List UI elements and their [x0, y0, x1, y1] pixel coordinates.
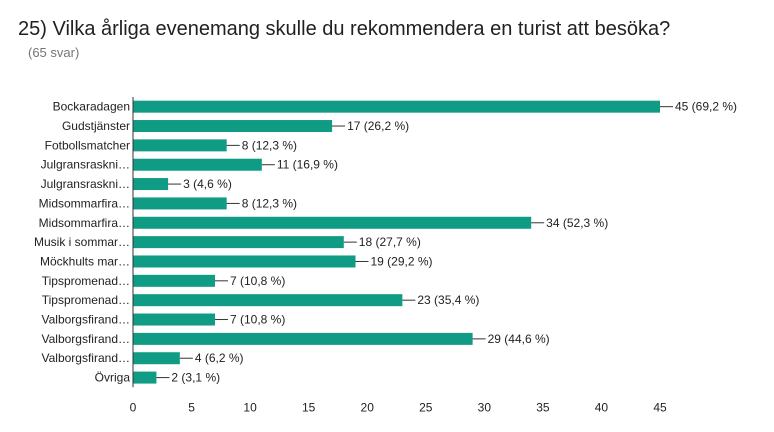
x-tick-label: 40: [595, 400, 609, 414]
category-label: Musik i sommar…: [34, 235, 130, 249]
value-label: 18 (27,7 %): [359, 235, 421, 249]
category-label: Gudstjänster: [62, 119, 130, 133]
value-label: 29 (44,6 %): [488, 332, 550, 346]
bars-group: [133, 100, 660, 384]
value-label: 11 (16,9 %): [277, 158, 338, 172]
value-labels: 45 (69,2 %) 17 (26,2 %) 8 (12,3 %) 11 (16,9…: [156, 100, 737, 385]
bar: [133, 139, 227, 152]
category-label: Möckhults mar…: [40, 254, 130, 268]
value-label: 34 (52,3 %): [546, 216, 608, 230]
bar: [133, 197, 227, 210]
x-tick-label: 5: [188, 400, 195, 414]
bar: [133, 236, 344, 249]
value-label: 23 (35,4 %): [417, 293, 479, 307]
category-label: Valborgsfirand…: [42, 332, 131, 346]
x-tick-label: 30: [478, 400, 492, 414]
category-label: Midsommarfira…: [39, 216, 130, 230]
bar: [133, 332, 473, 345]
category-label: Julgransraskni…: [41, 177, 130, 191]
value-label: 19 (29,2 %): [371, 254, 433, 268]
category-label: Fotbollsmatcher: [45, 138, 130, 152]
bar: [133, 274, 215, 287]
value-label: 7 (10,8 %): [230, 313, 285, 327]
bar: [133, 158, 262, 171]
category-label: Valborgsfirand…: [42, 351, 131, 365]
category-label: Tipspromenad…: [42, 274, 130, 288]
value-label: 8 (12,3 %): [242, 196, 297, 210]
bar: [133, 371, 157, 384]
x-tick-label: 15: [302, 400, 316, 414]
bar: [133, 100, 660, 113]
bar: [133, 313, 215, 326]
chart-title: 25) Vilka årliga evenemang skulle du rek…: [18, 18, 671, 40]
value-label: 45 (69,2 %): [675, 100, 737, 114]
category-label: Valborgsfirand…: [42, 313, 131, 327]
value-label: 17 (26,2 %): [347, 119, 409, 133]
value-label: 4 (6,2 %): [195, 351, 244, 365]
category-label: Julgransraskni…: [41, 158, 130, 172]
bar: [133, 352, 180, 365]
bar: [133, 255, 356, 268]
x-tick-label: 20: [361, 400, 375, 414]
x-tick-label: 10: [243, 400, 257, 414]
category-label: Övriga: [95, 371, 131, 385]
category-label: Midsommarfira…: [39, 196, 130, 210]
x-tick-label: 0: [130, 400, 137, 414]
x-tick-labels: 0 5 10 15 20 25 30 35 40 45: [130, 400, 667, 414]
value-label: 3 (4,6 %): [183, 177, 232, 191]
category-labels: Bockaradagen Gudstjänster Fotbollsmatcher J…: [34, 100, 130, 385]
category-label: Bockaradagen: [53, 100, 130, 114]
value-label: 7 (10,8 %): [230, 274, 285, 288]
x-tick-label: 25: [419, 400, 433, 414]
x-tick-label: 35: [536, 400, 550, 414]
x-tick-label: 45: [653, 400, 667, 414]
bar: [133, 216, 532, 229]
value-label: 2 (3,1 %): [171, 371, 220, 385]
bar: [133, 120, 333, 133]
bar: [133, 178, 169, 191]
bar: [133, 294, 403, 307]
value-label: 8 (12,3 %): [242, 138, 297, 152]
category-label: Tipspromenad…: [42, 293, 130, 307]
response-count: (65 svar): [28, 45, 80, 60]
